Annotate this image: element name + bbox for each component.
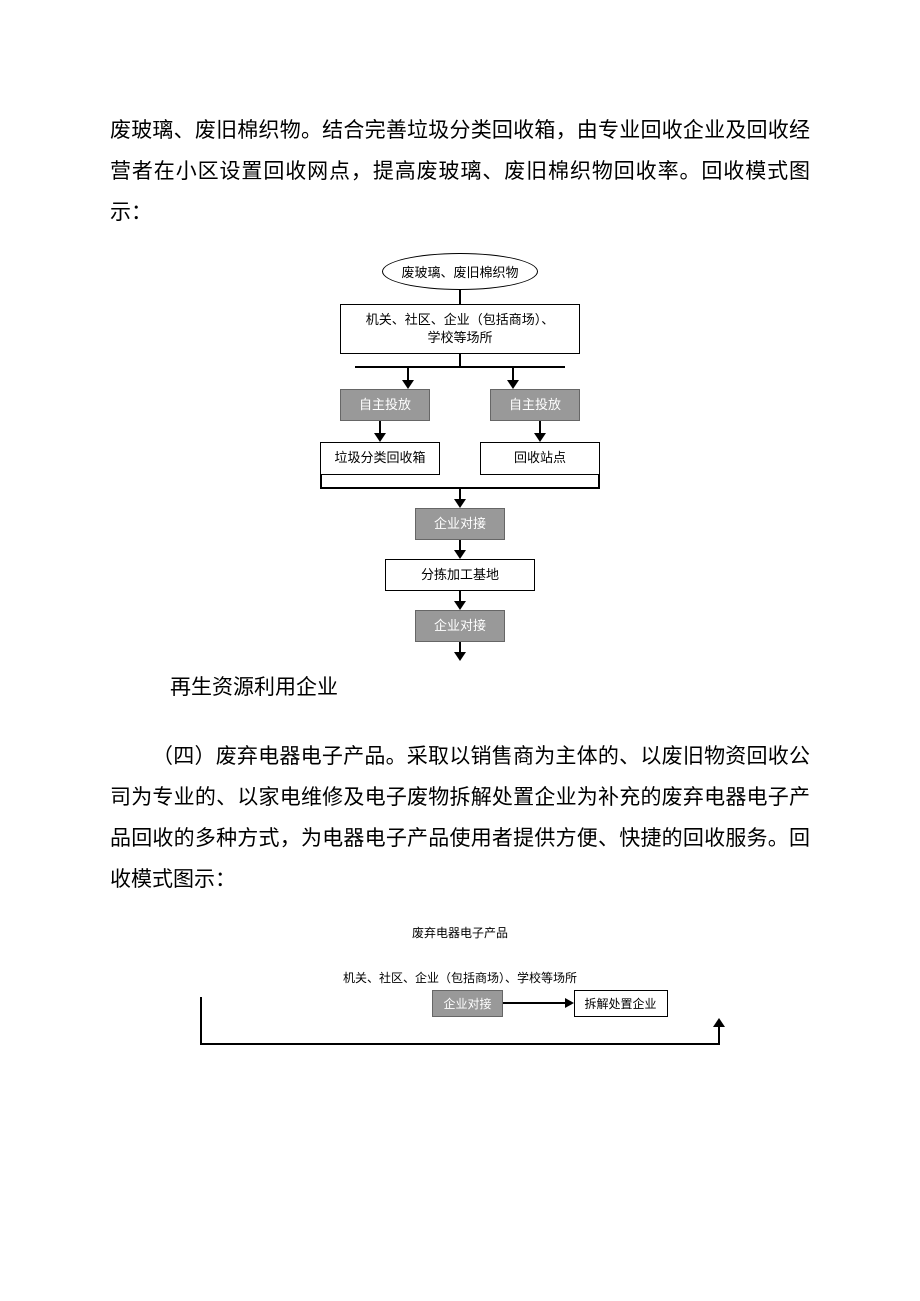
flow2-arrow-right bbox=[503, 998, 574, 1008]
connector bbox=[459, 290, 461, 304]
document-page: 废玻璃、废旧棉织物。结合完善垃圾分类回收箱，由专业回收企业及回收经营者在小区设置… bbox=[0, 0, 920, 1105]
connector bbox=[459, 540, 461, 550]
flow1-node-enterprise-link-1: 企业对接 bbox=[415, 508, 505, 540]
arrow-down-icon bbox=[454, 550, 466, 559]
flow1-node-sorting-box: 垃圾分类回收箱 bbox=[320, 442, 440, 474]
flow1-node-sorting-base: 分拣加工基地 bbox=[385, 559, 535, 591]
paragraph-2: （四）废弃电器电子产品。采取以销售商为主体的、以废旧物资回收公司为专业的、以家电… bbox=[110, 736, 810, 900]
arrow-down-icon bbox=[454, 652, 466, 661]
connector bbox=[459, 354, 461, 366]
flow2-title: 废弃电器电子产品 bbox=[180, 924, 740, 941]
connector bbox=[320, 475, 322, 487]
flow1-node-deposit-right: 自主投放 bbox=[490, 389, 580, 421]
connector bbox=[459, 489, 461, 499]
arrow-down-icon bbox=[454, 499, 466, 508]
connector bbox=[539, 421, 541, 433]
arrow-down-icon bbox=[534, 433, 546, 442]
connector bbox=[512, 368, 514, 380]
paragraph-1: 废玻璃、废旧棉织物。结合完善垃圾分类回收箱，由专业回收企业及回收经营者在小区设置… bbox=[110, 110, 810, 233]
flow1-caption: 再生资源利用企业 bbox=[170, 667, 810, 708]
arrow-down-icon bbox=[454, 601, 466, 610]
flow1-node-locations-line1: 机关、社区、企业（包括商场）、 bbox=[366, 312, 555, 327]
flow2-node-enterprise-link: 企业对接 bbox=[432, 990, 502, 1017]
flowchart-electronic-waste: 废弃电器电子产品 机关、社区、企业（包括商场）、学校等场所 企业对接 拆解处置企… bbox=[180, 924, 740, 1045]
arrow-down-icon bbox=[402, 380, 414, 389]
flow2-node-dismantle: 拆解处置企业 bbox=[574, 990, 668, 1017]
flow2-bracket-connector bbox=[200, 1017, 720, 1045]
connector bbox=[407, 368, 409, 380]
connector bbox=[598, 475, 600, 487]
arrow-down-icon bbox=[374, 433, 386, 442]
flow2-locations-label: 机关、社区、企业（包括商场）、学校等场所 bbox=[180, 969, 740, 986]
flow1-node-enterprise-link-2: 企业对接 bbox=[415, 610, 505, 642]
flow1-node-locations: 机关、社区、企业（包括商场）、 学校等场所 bbox=[340, 304, 580, 354]
flow1-node-source: 废玻璃、废旧棉织物 bbox=[382, 253, 537, 290]
flow1-node-collection-point: 回收站点 bbox=[480, 442, 600, 474]
flow1-node-deposit-left: 自主投放 bbox=[340, 389, 430, 421]
flowchart-recycling-glass-textile: 废玻璃、废旧棉织物 机关、社区、企业（包括商场）、 学校等场所 自主投放 bbox=[280, 253, 640, 661]
arrow-down-icon bbox=[507, 380, 519, 389]
connector bbox=[459, 591, 461, 601]
connector bbox=[459, 642, 461, 652]
connector bbox=[379, 421, 381, 433]
flow1-node-locations-line2: 学校等场所 bbox=[427, 330, 492, 345]
